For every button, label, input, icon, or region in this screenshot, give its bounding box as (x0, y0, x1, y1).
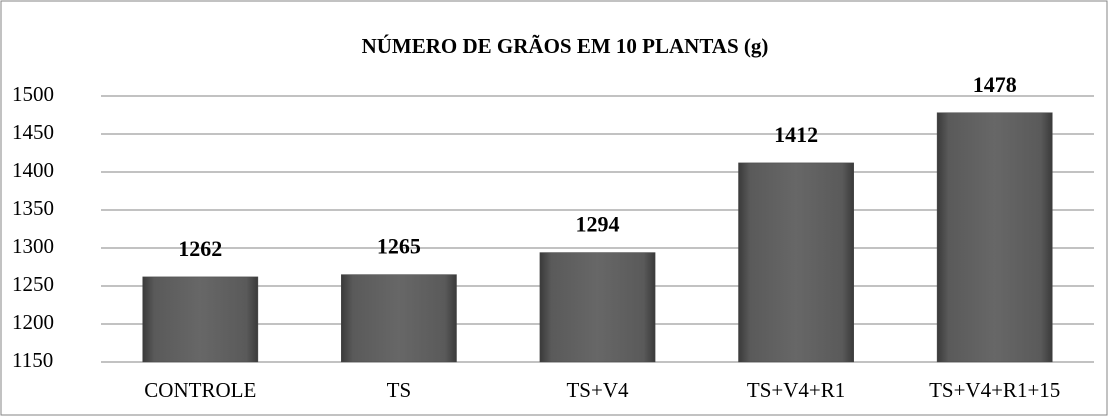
data-label: 1265 (377, 234, 421, 259)
x-tick-label: CONTROLE (144, 378, 256, 402)
x-tick-label: TS+V4+R1+15 (929, 378, 1060, 402)
x-tick-label: TS (387, 378, 412, 402)
bar (539, 252, 656, 363)
y-tick-label: 1150 (12, 348, 53, 372)
y-tick-label: 1200 (12, 310, 54, 334)
bar (341, 274, 457, 363)
y-tick-label: 1400 (12, 158, 54, 182)
y-tick-label: 1250 (12, 272, 54, 296)
x-tick-label: TS+V4+R1 (747, 378, 845, 402)
y-tick-label: 1450 (12, 120, 54, 144)
data-label: 1294 (576, 212, 620, 237)
x-tick-label: TS+V4 (566, 378, 629, 402)
y-tick-label: 1500 (12, 82, 54, 106)
bar (936, 112, 1053, 363)
bar (738, 162, 854, 363)
bar (142, 276, 259, 363)
chart-title: NÚMERO DE GRÃOS EM 10 PLANTAS (g) (362, 34, 769, 58)
y-tick-label: 1300 (12, 234, 54, 258)
y-tick-label: 1350 (12, 196, 54, 220)
data-label: 1262 (178, 236, 222, 261)
data-label: 1412 (774, 122, 818, 147)
data-label: 1478 (973, 72, 1017, 97)
